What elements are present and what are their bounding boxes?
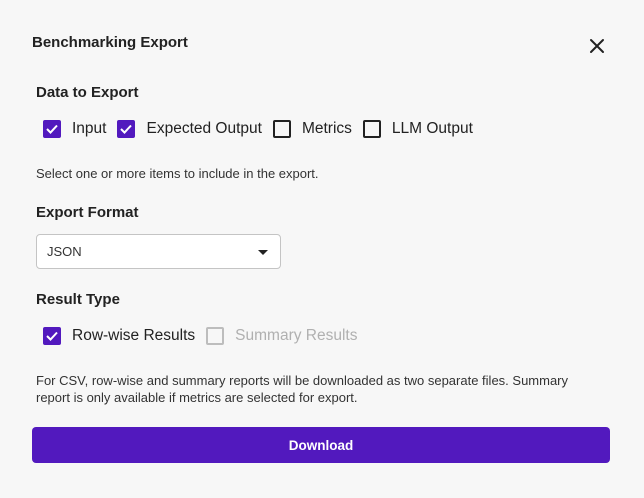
dropdown-arrow-icon xyxy=(258,250,268,255)
data-to-export-helper: Select one or more items to include in t… xyxy=(36,166,319,181)
export-format-heading: Export Format xyxy=(36,204,139,221)
result-type-options: Row-wise Results Summary Results xyxy=(43,327,368,345)
checkbox-unchecked-icon xyxy=(362,120,381,138)
export-format-value: JSON xyxy=(47,244,82,259)
dialog-title: Benchmarking Export xyxy=(32,34,188,51)
checkbox-checked-icon xyxy=(43,120,61,138)
close-icon xyxy=(590,39,604,53)
checkbox-label: Input xyxy=(72,120,107,137)
checkbox-label: Row-wise Results xyxy=(72,327,196,344)
checkbox-checked-icon xyxy=(117,120,136,138)
checkbox-label: Metrics xyxy=(301,120,352,137)
export-format-select[interactable]: JSON xyxy=(36,234,281,269)
checkbox-label: Expected Output xyxy=(146,120,262,137)
checkbox-checked-icon xyxy=(43,327,61,345)
checkbox-label: LLM Output xyxy=(391,120,473,137)
checkbox-metrics[interactable]: Metrics xyxy=(272,120,352,138)
data-to-export-heading: Data to Export xyxy=(36,84,139,101)
checkbox-unchecked-icon xyxy=(272,120,291,138)
close-button[interactable] xyxy=(586,35,608,57)
checkbox-disabled-icon xyxy=(206,327,225,345)
result-type-heading: Result Type xyxy=(36,291,120,308)
checkbox-input[interactable]: Input xyxy=(43,120,106,138)
result-type-note-line1: For CSV, row-wise and summary reports wi… xyxy=(36,373,569,388)
checkbox-label: Summary Results xyxy=(235,327,358,344)
checkbox-llm-output[interactable]: LLM Output xyxy=(362,120,473,138)
download-button[interactable]: Download xyxy=(32,427,610,463)
checkbox-expected-output[interactable]: Expected Output xyxy=(117,120,262,138)
checkbox-summary-results[interactable]: Summary Results xyxy=(206,327,357,345)
data-to-export-options: Input Expected Output Metrics LLM Output xyxy=(43,120,484,138)
result-type-note-line2: report is only available if metrics are … xyxy=(36,390,358,405)
checkbox-row-wise-results[interactable]: Row-wise Results xyxy=(43,327,195,345)
